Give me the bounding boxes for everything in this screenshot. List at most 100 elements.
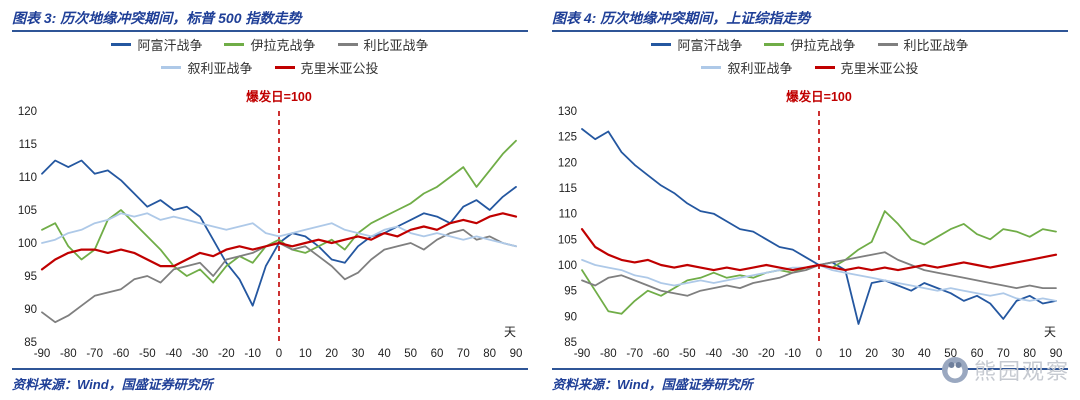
bottom-divider [552,368,1068,370]
x-tick-label: -90 [34,348,51,360]
legend-item-libya-war[interactable]: 利比亚战争 [877,36,969,53]
legend-item-afghanistan-war[interactable]: 阿富汗战争 [111,36,203,53]
x-tick-label: 10 [839,348,852,360]
outbreak-annotation: 爆发日=100 [246,89,312,104]
y-tick-label: 110 [559,209,577,221]
x-tick-label: -20 [758,348,775,360]
y-tick-label: 125 [558,132,577,144]
x-tick-label: 10 [299,348,312,360]
legend-swatch-crimea-referendum [814,65,835,69]
y-tick-label: 90 [564,311,577,323]
chart-area: 85 90 95 100 105 110 115 120 125 130 -90 -80 -70 -60-… [552,77,1068,368]
y-tick-label: 130 [558,106,577,118]
chart-panel-left: 图表 3: 历次地缘冲突期间，标普 500 指数走势 阿富汗战争 伊拉克战争 利比亚… [12,10,528,392]
legend-swatch-afghanistan-war [111,42,132,46]
x-tick-label: 40 [918,348,931,360]
legend: 阿富汗战争 伊拉克战争 利比亚战争叙利亚战争 克里米亚公投 [595,36,1025,76]
legend-swatch-afghanistan-war [651,42,672,46]
legend-label: 伊拉克战争 [790,37,856,53]
y-tick-label: 100 [18,238,37,250]
y-tick-label: 85 [564,337,577,349]
x-tick-label: -70 [86,348,103,360]
x-tick-label: -60 [653,348,670,360]
y-tick-label: 85 [24,337,37,349]
legend-swatch-crimea-referendum [274,65,295,69]
x-tick-label: 50 [944,348,957,360]
x-tick-label: 80 [483,348,496,360]
x-tick-label: 0 [816,348,822,360]
x-tick-label: 70 [997,348,1010,360]
y-tick-label: 105 [558,234,577,246]
x-tick-label: 30 [352,348,365,360]
y-tick-label: 105 [18,205,37,217]
y-tick-label: 95 [564,286,577,298]
x-tick-label: -20 [218,348,235,360]
x-tick-label: 50 [404,348,417,360]
x-tick-label: -40 [165,348,182,360]
x-tick-label: -90 [574,348,591,360]
chart-title: 图表 4: 历次地缘冲突期间，上证综指走势 [552,10,811,26]
legend-label: 叙利亚战争 [727,60,793,76]
legend-label: 叙利亚战争 [187,60,253,76]
legend-item-crimea-referendum[interactable]: 克里米亚公投 [274,59,379,76]
y-tick-label: 100 [558,260,577,272]
x-tick-label: 20 [865,348,878,360]
series-line-crimea-referendum [580,228,1058,272]
legend-item-syria-war[interactable]: 叙利亚战争 [701,59,793,76]
x-tick-label: -30 [732,348,749,360]
x-tick-label: -30 [192,348,209,360]
x-tick-label: 20 [325,348,338,360]
outbreak-annotation: 爆发日=100 [786,89,852,104]
legend-item-syria-war[interactable]: 叙利亚战争 [161,59,253,76]
series-line-syria-war [41,212,517,248]
x-tick-label: -60 [113,348,130,360]
x-axis-unit-label: 天 [1044,325,1056,339]
x-tick-label: -40 [705,348,722,360]
x-tick-label: 80 [1023,348,1036,360]
y-tick-label: 120 [18,106,37,118]
legend-label: 利比亚战争 [363,37,429,53]
x-axis-unit-label: 天 [504,325,516,339]
legend-swatch-iraq-war [224,42,245,46]
legend-label: 阿富汗战争 [137,37,203,53]
legend-swatch-syria-war [161,65,182,69]
x-tick-label: -50 [139,348,156,360]
y-tick-label: 90 [24,304,37,316]
series-line-crimea-referendum [40,212,518,271]
x-tick-label: 90 [1050,348,1063,360]
legend-item-libya-war[interactable]: 利比亚战争 [337,36,429,53]
y-tick-label: 115 [19,139,37,151]
chart-area: 85 90 95 100 105 110 115 120 -90 -80 -70 -60 -50 -40-… [12,77,528,368]
y-tick-label: 115 [559,183,577,195]
x-tick-label: 40 [378,348,391,360]
legend-label: 阿富汗战争 [677,37,743,53]
legend-item-iraq-war[interactable]: 伊拉克战争 [224,36,316,53]
chart-panel-right: 图表 4: 历次地缘冲突期间，上证综指走势 阿富汗战争 伊拉克战争 利比亚战争叙利亚… [540,0,1080,400]
source-note: 资料来源：Wind，国盛证券研究所 [552,377,753,392]
top-divider [12,30,528,32]
legend-label: 克里米亚公投 [840,60,919,76]
legend: 阿富汗战争 伊拉克战争 利比亚战争叙利亚战争 克里米亚公投 [55,36,485,76]
bottom-divider [12,368,528,370]
legend-label: 克里米亚公投 [300,60,379,76]
legend-label: 利比亚战争 [903,37,969,53]
legend-item-crimea-referendum[interactable]: 克里米亚公投 [814,59,919,76]
x-tick-label: 90 [510,348,523,360]
legend-swatch-syria-war [701,65,722,69]
y-tick-label: 110 [19,172,37,184]
legend-item-iraq-war[interactable]: 伊拉克战争 [764,36,856,53]
chart-title: 图表 3: 历次地缘冲突期间，标普 500 指数走势 [12,10,302,26]
x-tick-label: 60 [431,348,444,360]
source-note: 资料来源：Wind，国盛证券研究所 [12,377,213,392]
legend-label: 伊拉克战争 [250,37,316,53]
x-tick-label: -10 [784,348,801,360]
legend-swatch-libya-war [337,42,358,46]
top-divider [552,30,1068,32]
legend-item-afghanistan-war[interactable]: 阿富汗战争 [651,36,743,53]
x-tick-label: 30 [892,348,905,360]
series-line-iraq-war [41,139,517,284]
x-tick-label: -10 [244,348,261,360]
